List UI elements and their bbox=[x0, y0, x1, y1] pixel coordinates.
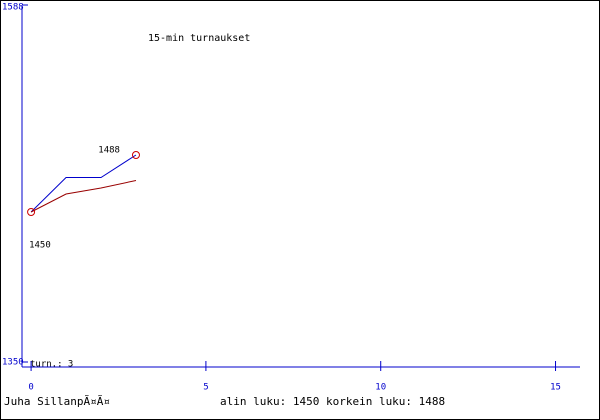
x-tick-label: 10 bbox=[375, 383, 386, 393]
summary: alin luku: 1450 korkein luku: 1488 bbox=[220, 395, 445, 408]
y-tick-label: 1588 bbox=[2, 3, 24, 13]
series-line bbox=[30, 180, 137, 213]
player-name: Juha SillanpÃ¤Ã¤ bbox=[4, 395, 110, 408]
extreme-marker bbox=[131, 151, 140, 159]
extreme-marker bbox=[27, 208, 36, 216]
x-tick-label: 0 bbox=[28, 383, 33, 393]
series-line bbox=[30, 154, 137, 213]
max-label: 1488 bbox=[98, 146, 120, 156]
chart-title: 15-min turnaukset bbox=[148, 33, 250, 44]
min-label: 1450 bbox=[29, 241, 51, 251]
x-tick-label: 5 bbox=[203, 383, 208, 393]
games-count: turn.: 3 bbox=[30, 360, 73, 370]
y-tick-label: 1350 bbox=[2, 358, 24, 368]
x-tick-label: 15 bbox=[550, 383, 561, 393]
